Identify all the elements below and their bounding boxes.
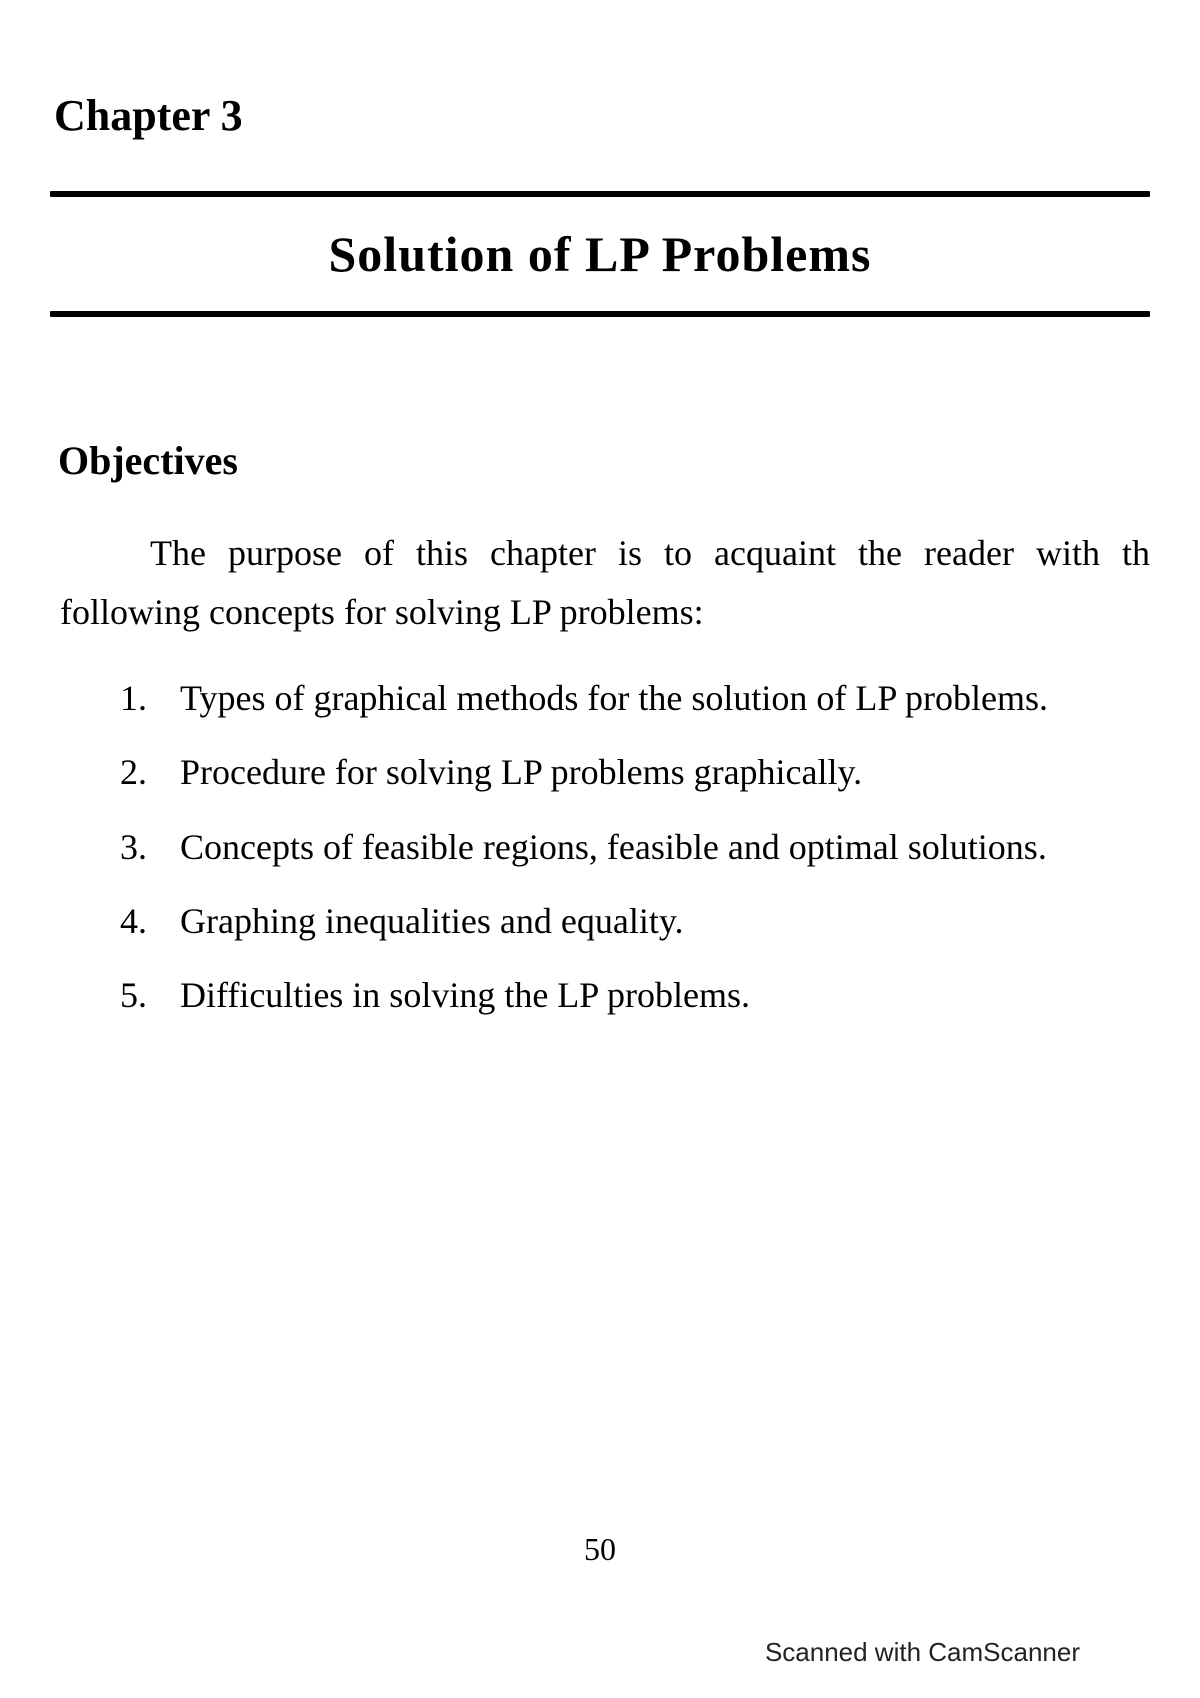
- list-number: 4.: [120, 896, 180, 946]
- objectives-list: 1. Types of graphical methods for the so…: [50, 673, 1150, 1021]
- list-number: 3.: [120, 822, 180, 872]
- list-item: 2. Procedure for solving LP problems gra…: [120, 747, 1150, 797]
- list-number: 2.: [120, 747, 180, 797]
- list-text: Difficulties in solving the LP problems.: [180, 970, 1150, 1020]
- objectives-intro: The purpose of this chapter is to acquai…: [50, 524, 1150, 643]
- list-item: 5. Difficulties in solving the LP proble…: [120, 970, 1150, 1020]
- page-number: 50: [584, 1531, 616, 1568]
- divider-bottom: [50, 311, 1150, 317]
- list-item: 4. Graphing inequalities and equality.: [120, 896, 1150, 946]
- list-item: 1. Types of graphical methods for the so…: [120, 673, 1150, 723]
- list-item: 3. Concepts of feasible regions, feasibl…: [120, 822, 1150, 872]
- chapter-title: Solution of LP Problems: [50, 207, 1150, 301]
- intro-text-content: The purpose of this chapter is to acquai…: [60, 533, 1150, 632]
- list-number: 5.: [120, 970, 180, 1020]
- chapter-label: Chapter 3: [54, 90, 1150, 141]
- document-page: Chapter 3 Solution of LP Problems Object…: [0, 0, 1200, 1698]
- objectives-heading: Objectives: [58, 437, 1150, 484]
- divider-top: [50, 191, 1150, 197]
- list-text: Graphing inequalities and equality.: [180, 896, 1150, 946]
- scan-watermark: Scanned with CamScanner: [765, 1637, 1080, 1668]
- list-text: Types of graphical methods for the solut…: [180, 673, 1150, 723]
- list-text: Concepts of feasible regions, feasible a…: [180, 822, 1150, 872]
- list-text: Procedure for solving LP problems graphi…: [180, 747, 1150, 797]
- list-number: 1.: [120, 673, 180, 723]
